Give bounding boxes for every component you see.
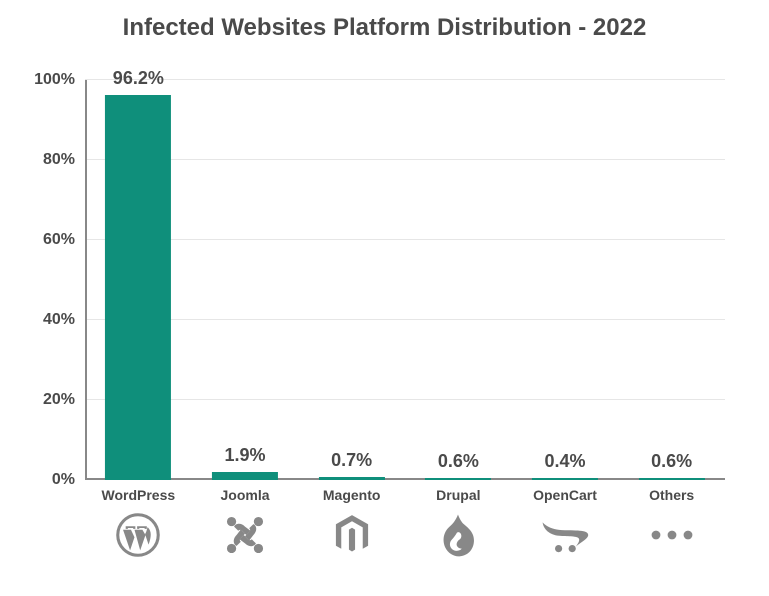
bar-wordpress: [105, 95, 171, 480]
x-tick-label: OpenCart: [533, 487, 597, 503]
drupal-icon: [433, 510, 483, 560]
bar-value-label: 96.2%: [113, 68, 164, 89]
y-tick-label: 100%: [20, 71, 75, 89]
bar-others: [639, 478, 705, 480]
y-tick-label: 0%: [20, 471, 75, 489]
chart-title: Infected Websites Platform Distribution …: [0, 14, 769, 42]
magento-icon: [327, 510, 377, 560]
bar-slot: 0.7%: [298, 80, 405, 480]
bar-slot: 1.9%: [192, 80, 299, 480]
x-tick-label: Others: [649, 487, 694, 503]
bar-slot: 96.2%: [85, 80, 192, 480]
bar-drupal: [425, 478, 491, 480]
bar-magento: [319, 477, 385, 480]
x-tick-label: Drupal: [436, 487, 480, 503]
joomla-icon: [220, 510, 270, 560]
y-tick-label: 60%: [20, 231, 75, 249]
bar-value-label: 0.4%: [544, 451, 585, 472]
bar-opencart: [532, 478, 598, 480]
x-tick-label: Joomla: [220, 487, 269, 503]
bar-value-label: 1.9%: [224, 445, 265, 466]
chart-container: Infected Websites Platform Distribution …: [0, 0, 769, 596]
dots-icon: [647, 510, 697, 560]
bar-slot: 0.4%: [512, 80, 619, 480]
bar-value-label: 0.6%: [651, 451, 692, 472]
x-tick-label: WordPress: [101, 487, 175, 503]
bar-slot: 0.6%: [618, 80, 725, 480]
bars-layer: 96.2% 1.9% 0.7% 0.6% 0.4% 0.6%: [85, 80, 725, 480]
wordpress-icon: [113, 510, 163, 560]
y-tick-label: 20%: [20, 391, 75, 409]
bar-value-label: 0.7%: [331, 450, 372, 471]
y-tick-label: 80%: [20, 151, 75, 169]
y-tick-label: 40%: [20, 311, 75, 329]
bar-slot: 0.6%: [405, 80, 512, 480]
opencart-icon: [540, 510, 590, 560]
bar-value-label: 0.6%: [438, 451, 479, 472]
bar-joomla: [212, 472, 278, 480]
x-tick-label: Magento: [323, 487, 381, 503]
plot-area: 96.2% 1.9% 0.7% 0.6% 0.4% 0.6%: [85, 80, 725, 480]
